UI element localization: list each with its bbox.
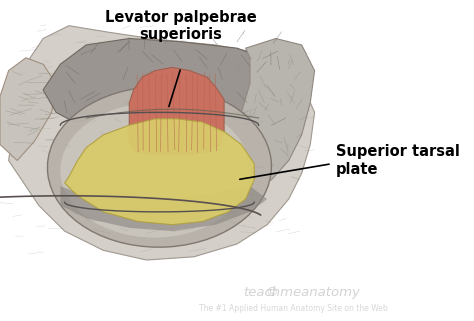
Polygon shape — [0, 58, 56, 160]
Polygon shape — [233, 39, 315, 186]
Ellipse shape — [47, 87, 272, 247]
Polygon shape — [64, 119, 254, 225]
Polygon shape — [43, 39, 293, 141]
Text: ©: © — [265, 286, 278, 299]
Ellipse shape — [60, 103, 250, 238]
Text: Levator palpebrae
superioris: Levator palpebrae superioris — [105, 10, 257, 42]
Text: The #1 Applied Human Anatomy Site on the Web: The #1 Applied Human Anatomy Site on the… — [199, 304, 387, 313]
Text: teachmeanatomy: teachmeanatomy — [243, 286, 360, 299]
Polygon shape — [129, 67, 224, 154]
Polygon shape — [9, 26, 315, 260]
Text: Superior tarsal
plate: Superior tarsal plate — [336, 144, 460, 177]
Polygon shape — [60, 186, 267, 231]
